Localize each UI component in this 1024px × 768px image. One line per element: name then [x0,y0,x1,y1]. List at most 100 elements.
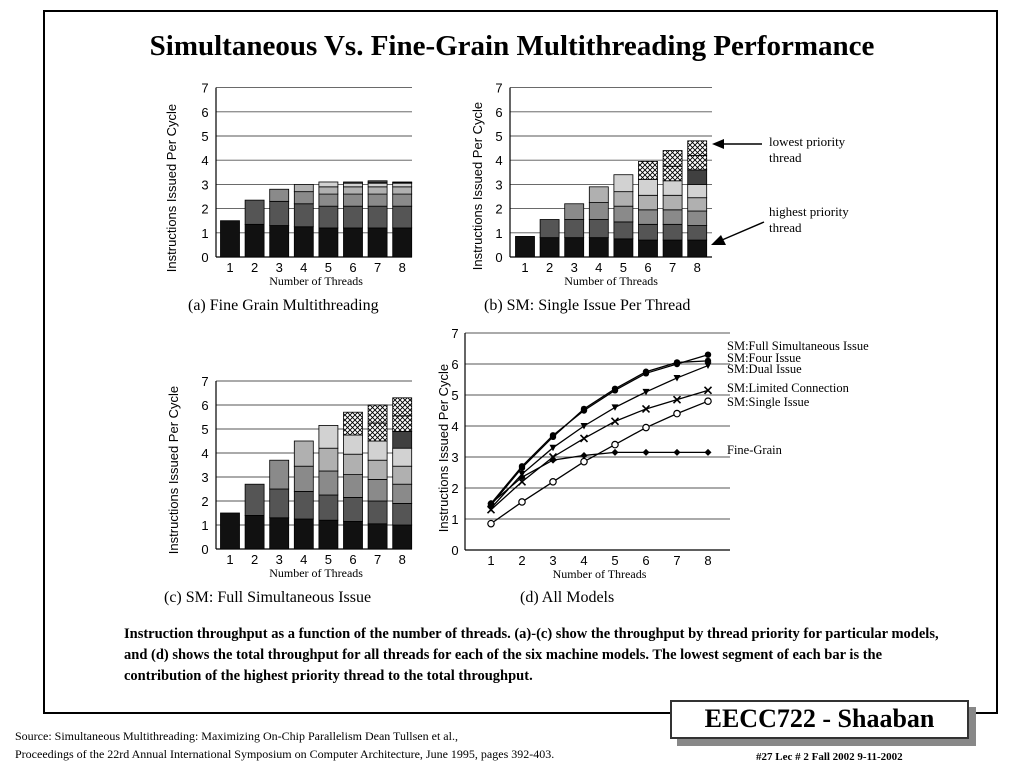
y-tick-label: 0 [451,543,458,558]
x-tick-label: 4 [595,260,602,275]
y-tick-label: 0 [495,250,502,265]
y-tick-label: 3 [201,470,208,485]
point [549,433,557,441]
point [703,386,713,395]
bar-segment [392,186,413,195]
annotation-text: lowest priority [769,134,846,149]
bar-segment [662,209,683,225]
point [672,395,682,404]
bar-segment [343,186,363,195]
bar-segment [367,186,388,195]
bar-segment [687,154,708,171]
bar-segment [392,447,413,467]
bar-segment [392,502,413,526]
x-tick-label: 3 [276,552,283,567]
point [549,477,557,486]
bar-segment [638,194,658,211]
y-axis-title: Instructions Issued Per Cycle [470,102,485,270]
bar-segment [539,237,560,258]
bar-segment [343,496,363,522]
y-tick-label: 4 [201,153,208,168]
bar-segment [564,237,585,258]
course-badge: EECC722 - Shaaban [670,700,969,739]
point [580,405,588,413]
x-tick-label: 3 [549,553,556,568]
bar-segment [367,523,388,550]
bar-segment [343,205,363,229]
bar-segment [392,182,413,188]
point [673,448,681,456]
bar-segment [343,521,363,550]
y-tick-label: 2 [451,481,458,496]
slide-frame [43,10,998,714]
y-tick-label: 5 [451,388,458,403]
bar-segment [392,205,413,229]
bar-segment [343,434,363,455]
y-tick-label: 5 [495,129,502,144]
bar-segment [638,209,658,225]
y-tick-label: 3 [451,450,458,465]
bar-segment [687,239,708,258]
arrow-head [712,139,724,149]
bar-segment [662,180,683,196]
bar-segment [392,397,413,417]
point [611,448,619,456]
bar-segment [367,478,388,502]
x-axis-title: Number of Threads [564,274,658,288]
bar-segment [220,512,240,550]
series-line [490,451,708,504]
point [611,385,619,392]
bar-segment [318,205,339,229]
bar-segment [613,205,634,223]
bar-segment [293,191,314,205]
y-tick-label: 1 [451,512,458,527]
chart-caption: (b) SM: Single Issue Per Thread [484,297,690,314]
x-tick-label: 5 [325,260,332,275]
bar-segment [662,150,683,167]
point [673,359,681,366]
annotation-text: thread [769,150,802,165]
bar-segment [392,483,413,504]
bar-segment [293,465,314,492]
x-tick-label: 1 [226,260,233,275]
series-line [490,364,709,509]
point [642,423,650,432]
point [642,388,650,396]
x-tick-label: 7 [669,260,676,275]
arrow-line [721,221,765,241]
bar-segment [687,197,708,212]
point [518,498,526,506]
x-tick-label: 1 [487,553,494,568]
y-tick-label: 7 [201,374,208,389]
point [580,451,588,459]
x-tick-label: 2 [251,260,258,275]
y-tick-label: 3 [201,177,208,192]
point [704,397,712,406]
bar-segment [318,470,339,496]
y-tick-label: 4 [201,446,208,461]
x-tick-label: 5 [325,552,332,567]
bar-segment [367,440,388,461]
y-tick-label: 5 [201,422,208,437]
y-tick-label: 4 [495,153,502,168]
y-tick-label: 6 [201,398,208,413]
x-axis-title: Number of Threads [269,566,363,580]
series-label: SM:Limited Connection [727,381,850,395]
bar-segment [662,223,683,241]
bar-segment [244,223,265,258]
x-tick-label: 7 [374,260,381,275]
x-axis-title: Number of Threads [269,274,363,288]
bar-segment [638,223,658,241]
bar-segment [343,181,363,184]
bar-segment [367,193,388,207]
bar-segment [367,500,388,525]
y-tick-label: 3 [495,177,502,192]
y-tick-label: 0 [201,250,208,265]
x-tick-label: 3 [276,260,283,275]
series-label: SM:Full Simultaneous Issue [727,339,869,353]
chart-b: 0 1 2 3 4 5 6 7 1 2 3 4 5 6 7 8 Number of Threads Instruc… [470,81,712,314]
y-tick-label: 5 [201,129,208,144]
bar-segment [613,191,634,207]
chart-caption: (a) Fine Grain Multithreading [188,297,379,314]
x-tick-label: 8 [704,553,711,568]
